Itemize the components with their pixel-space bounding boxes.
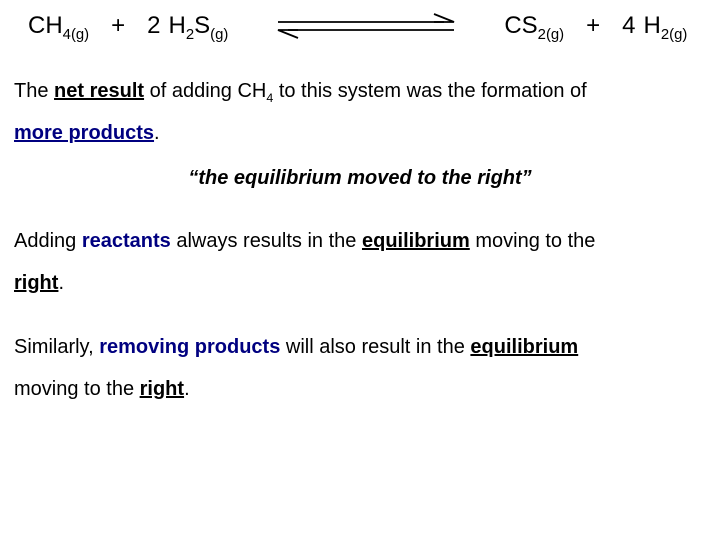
reactant-2-coef: 2 [147, 12, 160, 39]
reactant-2-s-sub: (g) [210, 26, 228, 42]
p2-c: moving to the [470, 230, 596, 252]
reactant-2: 2H2S(g) [147, 12, 228, 41]
product-2-coef: 4 [622, 12, 635, 39]
p3b-a: moving to the [14, 378, 140, 400]
product-2-h-sub: 2(g) [661, 26, 687, 42]
product-1: CS2(g) [504, 12, 564, 41]
reactant-1-formula: CH [28, 12, 63, 39]
right-term-1: right [14, 272, 58, 294]
slide-page: CH4(g) + 2H2S(g) CS2(g) + 4H2(g) The net… [0, 0, 720, 436]
spacer [14, 316, 706, 326]
paragraph-3: Similarly, removing products will also r… [14, 326, 706, 410]
removing-products-term: removing products [99, 336, 280, 358]
reactant-2-h-sub: 2 [186, 26, 194, 42]
p1-b: of adding CH [144, 80, 266, 102]
p2-a: Adding [14, 230, 82, 252]
equilibrium-term-1: equilibrium [362, 230, 470, 252]
net-result-term: net result [54, 80, 144, 102]
product-2: 4H2(g) [622, 12, 687, 41]
center-quote: “the equilibrium moved to the right” [14, 166, 706, 190]
reactant-1-sub: 4(g) [63, 26, 89, 42]
reactants-term: reactants [82, 230, 171, 252]
reactant-2-s: S [194, 12, 210, 39]
p1-c: to this system was the formation of [273, 80, 586, 102]
p1-a: The [14, 80, 54, 102]
p3-a: Similarly, [14, 336, 99, 358]
plus-1: + [111, 12, 125, 41]
equilibrium-arrow-icon [272, 10, 460, 42]
more-products-term: more products [14, 122, 154, 144]
p1-period: . [154, 122, 160, 144]
product-2-h: H [644, 12, 661, 39]
product-1-formula: CS [504, 12, 537, 39]
product-1-sub: 2(g) [538, 26, 564, 42]
paragraph-1: The net result of adding CH4 to this sys… [14, 70, 706, 154]
p3-period: . [184, 378, 190, 400]
chemical-equation: CH4(g) + 2H2S(g) CS2(g) + 4H2(g) [28, 10, 706, 42]
reactant-1: CH4(g) [28, 12, 89, 41]
p3-b: will also result in the [280, 336, 470, 358]
p2-b: always results in the [171, 230, 362, 252]
plus-2: + [586, 12, 600, 41]
p2-period: . [58, 272, 64, 294]
reactant-2-h: H [169, 12, 186, 39]
paragraph-2: Adding reactants always results in the e… [14, 220, 706, 304]
equilibrium-term-2: equilibrium [470, 336, 578, 358]
right-term-2: right [140, 378, 184, 400]
